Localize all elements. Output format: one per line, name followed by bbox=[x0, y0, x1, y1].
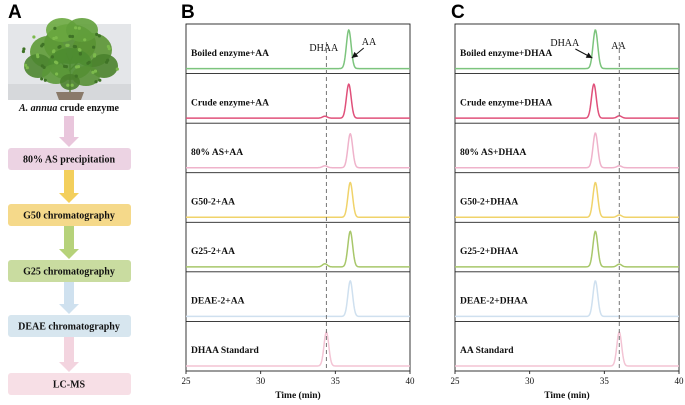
x-tick-label: 35 bbox=[331, 376, 341, 386]
trace-label: DHAA Standard bbox=[191, 346, 260, 356]
step-box bbox=[8, 148, 131, 170]
flow-arrow bbox=[59, 116, 79, 147]
panel-c-label: C bbox=[451, 2, 465, 23]
flow-arrow bbox=[59, 282, 79, 314]
photo-caption: A. annua crude enzyme bbox=[18, 103, 120, 114]
step-label: DEAE chromatography bbox=[18, 322, 120, 333]
trace-label: 80% AS+AA bbox=[191, 148, 243, 158]
trace-7 bbox=[186, 331, 410, 367]
chart-c: Boiled enzyme+DHAA Crude enzyme+DHAA 80% A… bbox=[451, 23, 685, 401]
annotation-arrowhead bbox=[585, 52, 593, 58]
panel-a-label: A bbox=[8, 2, 22, 23]
peak-annotation: AA bbox=[362, 37, 377, 48]
x-tick-label: 30 bbox=[525, 376, 535, 386]
x-tick-label: 40 bbox=[406, 376, 416, 386]
trace-5 bbox=[186, 230, 410, 268]
x-axis-title: Time (min) bbox=[544, 390, 589, 401]
plant-photo bbox=[8, 18, 131, 100]
flow-arrow bbox=[59, 226, 79, 259]
trace-2 bbox=[455, 82, 679, 119]
panel-b-label: B bbox=[181, 2, 195, 23]
trace-label: Crude enzyme+DHAA bbox=[460, 98, 552, 108]
x-tick-label: 35 bbox=[600, 376, 610, 386]
step-label: G25 chromatography bbox=[23, 267, 115, 278]
x-tick-label: 25 bbox=[182, 376, 192, 386]
peak-annotation: DHAA bbox=[550, 38, 580, 49]
trace-6 bbox=[455, 280, 679, 318]
trace-label: DEAE-2+AA bbox=[191, 297, 245, 307]
peak-annotation: DHAA bbox=[309, 43, 339, 54]
trace-4 bbox=[186, 181, 410, 219]
trace-1 bbox=[455, 29, 679, 70]
trace-label: G25-2+AA bbox=[191, 247, 235, 257]
step-box bbox=[8, 260, 131, 282]
workflow-steps: 80% AS precipitation G50 chromatography G2… bbox=[8, 116, 131, 395]
trace-label: DEAE-2+DHAA bbox=[460, 297, 528, 307]
annotation-arrowhead bbox=[351, 51, 359, 58]
trace-2 bbox=[186, 83, 410, 119]
trace-label: G50-2+DHAA bbox=[460, 198, 518, 208]
trace-4 bbox=[455, 181, 679, 219]
trace-label: Boiled enzyme+DHAA bbox=[460, 49, 552, 59]
chart-b: Boiled enzyme+AA Crude enzyme+AA 80% AS+AA… bbox=[182, 23, 416, 401]
trace-1 bbox=[186, 29, 410, 70]
trace-3 bbox=[186, 132, 410, 169]
trace-7 bbox=[455, 331, 679, 367]
plot-frame bbox=[454, 23, 680, 372]
step-box bbox=[8, 373, 131, 395]
peak-annotation: AA bbox=[611, 41, 626, 52]
trace-label: 80% AS+DHAA bbox=[460, 148, 527, 158]
flow-arrow bbox=[59, 170, 79, 203]
step-box bbox=[8, 315, 131, 337]
trace-label: Boiled enzyme+AA bbox=[191, 49, 269, 59]
trace-label: G25-2+DHAA bbox=[460, 247, 518, 257]
step-label: LC-MS bbox=[53, 380, 86, 391]
trace-label: G50-2+AA bbox=[191, 198, 235, 208]
trace-label: AA Standard bbox=[460, 346, 514, 356]
trace-3 bbox=[455, 132, 679, 169]
step-label: G50 chromatography bbox=[23, 211, 115, 222]
step-label: 80% AS precipitation bbox=[23, 155, 115, 166]
trace-5 bbox=[455, 230, 679, 268]
x-tick-label: 30 bbox=[256, 376, 266, 386]
x-tick-label: 25 bbox=[451, 376, 461, 386]
trace-6 bbox=[186, 280, 410, 318]
plot-frame bbox=[185, 23, 411, 372]
trace-label: Crude enzyme+AA bbox=[191, 98, 269, 108]
x-tick-label: 40 bbox=[675, 376, 685, 386]
x-axis-title: Time (min) bbox=[275, 390, 320, 401]
step-box bbox=[8, 204, 131, 226]
flow-arrow bbox=[59, 337, 79, 372]
